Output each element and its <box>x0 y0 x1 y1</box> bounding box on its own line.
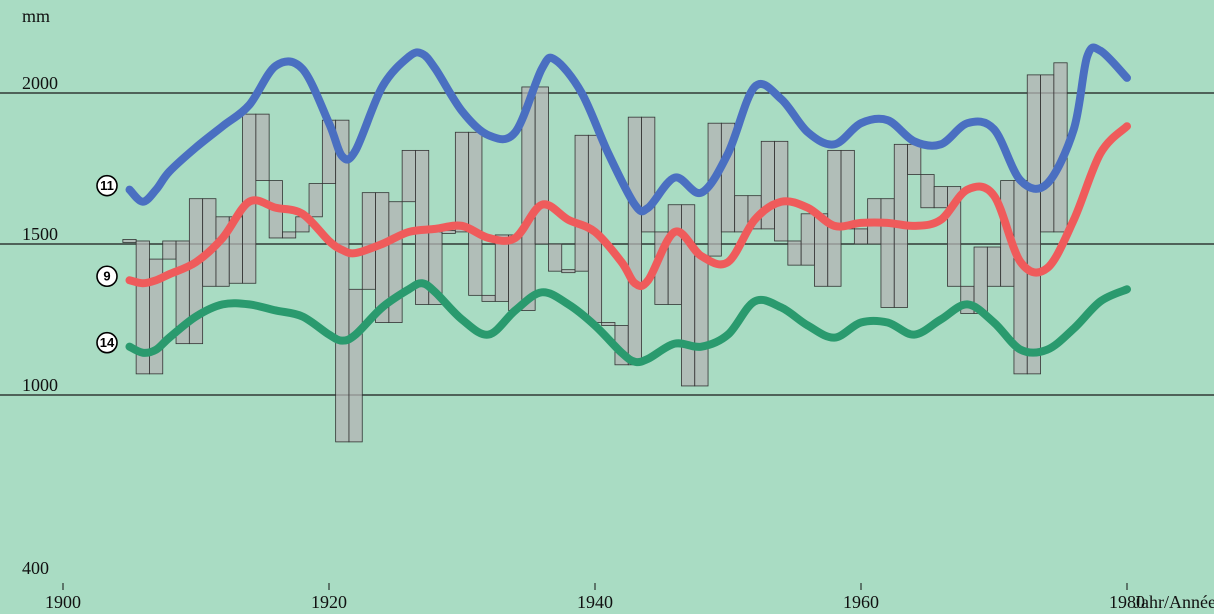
bar-1932 <box>481 294 496 302</box>
bar-1926 <box>401 149 416 203</box>
series-line-2 <box>125 279 1131 367</box>
bar-1946 <box>667 204 682 305</box>
bar-1959 <box>840 149 855 230</box>
series-marker-2: 14 <box>96 331 118 354</box>
bar-1934 <box>508 234 523 311</box>
bar-1939 <box>574 134 589 272</box>
y-tick-labels: 400 1000 1500 2000 <box>22 73 58 578</box>
bar-1937 <box>548 243 563 272</box>
series-line-0 <box>125 43 1131 216</box>
y-tick-1500: 1500 <box>22 224 58 244</box>
bar-1908 <box>162 240 177 260</box>
bar-1933 <box>494 234 509 302</box>
bar-1960 <box>853 228 869 245</box>
bar-1922 <box>348 288 363 443</box>
bar-1905 <box>122 239 137 243</box>
bar-1956 <box>800 213 815 266</box>
bar-1966 <box>933 186 948 209</box>
y-tick-400: 400 <box>22 558 49 578</box>
bar-1930 <box>454 131 470 233</box>
annual-bars <box>122 62 1068 443</box>
bar-1931 <box>468 131 483 296</box>
y-tick-1000: 1000 <box>22 375 58 395</box>
bar-1941 <box>601 322 616 326</box>
bar-1917 <box>282 231 297 239</box>
x-tick-1920: 1920 <box>311 592 347 612</box>
svg-text:14: 14 <box>100 335 115 350</box>
trend-lines <box>125 43 1131 367</box>
x-axis-label: Jahr/Année <box>1134 592 1214 612</box>
x-tick-1980: 1980 <box>1109 592 1145 612</box>
y-tick-2000: 2000 <box>22 73 58 93</box>
bar-1954 <box>774 140 789 242</box>
bar-1958 <box>827 149 842 287</box>
series-marker-1: 9 <box>96 265 118 288</box>
bar-1923 <box>361 192 376 290</box>
bar-1973 <box>1026 74 1041 375</box>
y-unit-label: mm <box>22 6 50 26</box>
bar-1965 <box>920 174 935 209</box>
bar-1955 <box>787 240 802 266</box>
bar-1936 <box>534 86 549 245</box>
bar-1915 <box>255 113 270 181</box>
bar-1919 <box>308 183 323 218</box>
series-markers: 11 9 14 <box>96 174 118 354</box>
bar-1964 <box>907 143 922 175</box>
series-marker-0: 11 <box>96 174 118 197</box>
bar-1943 <box>627 116 642 366</box>
x-tick-1960: 1960 <box>843 592 879 612</box>
bar-1938 <box>561 269 576 274</box>
bar-1921 <box>335 119 350 443</box>
svg-text:11: 11 <box>100 178 114 193</box>
x-tick-1940: 1940 <box>577 592 613 612</box>
series-line-1 <box>125 122 1131 291</box>
bar-1974 <box>1040 74 1055 233</box>
bar-1948 <box>694 255 709 387</box>
bar-1962 <box>880 198 895 308</box>
x-tick-labels: 1900 1920 1940 1960 1980 <box>45 583 1145 612</box>
svg-text:9: 9 <box>103 269 110 284</box>
x-tick-1900: 1900 <box>45 592 81 612</box>
bar-1970 <box>986 246 1002 287</box>
